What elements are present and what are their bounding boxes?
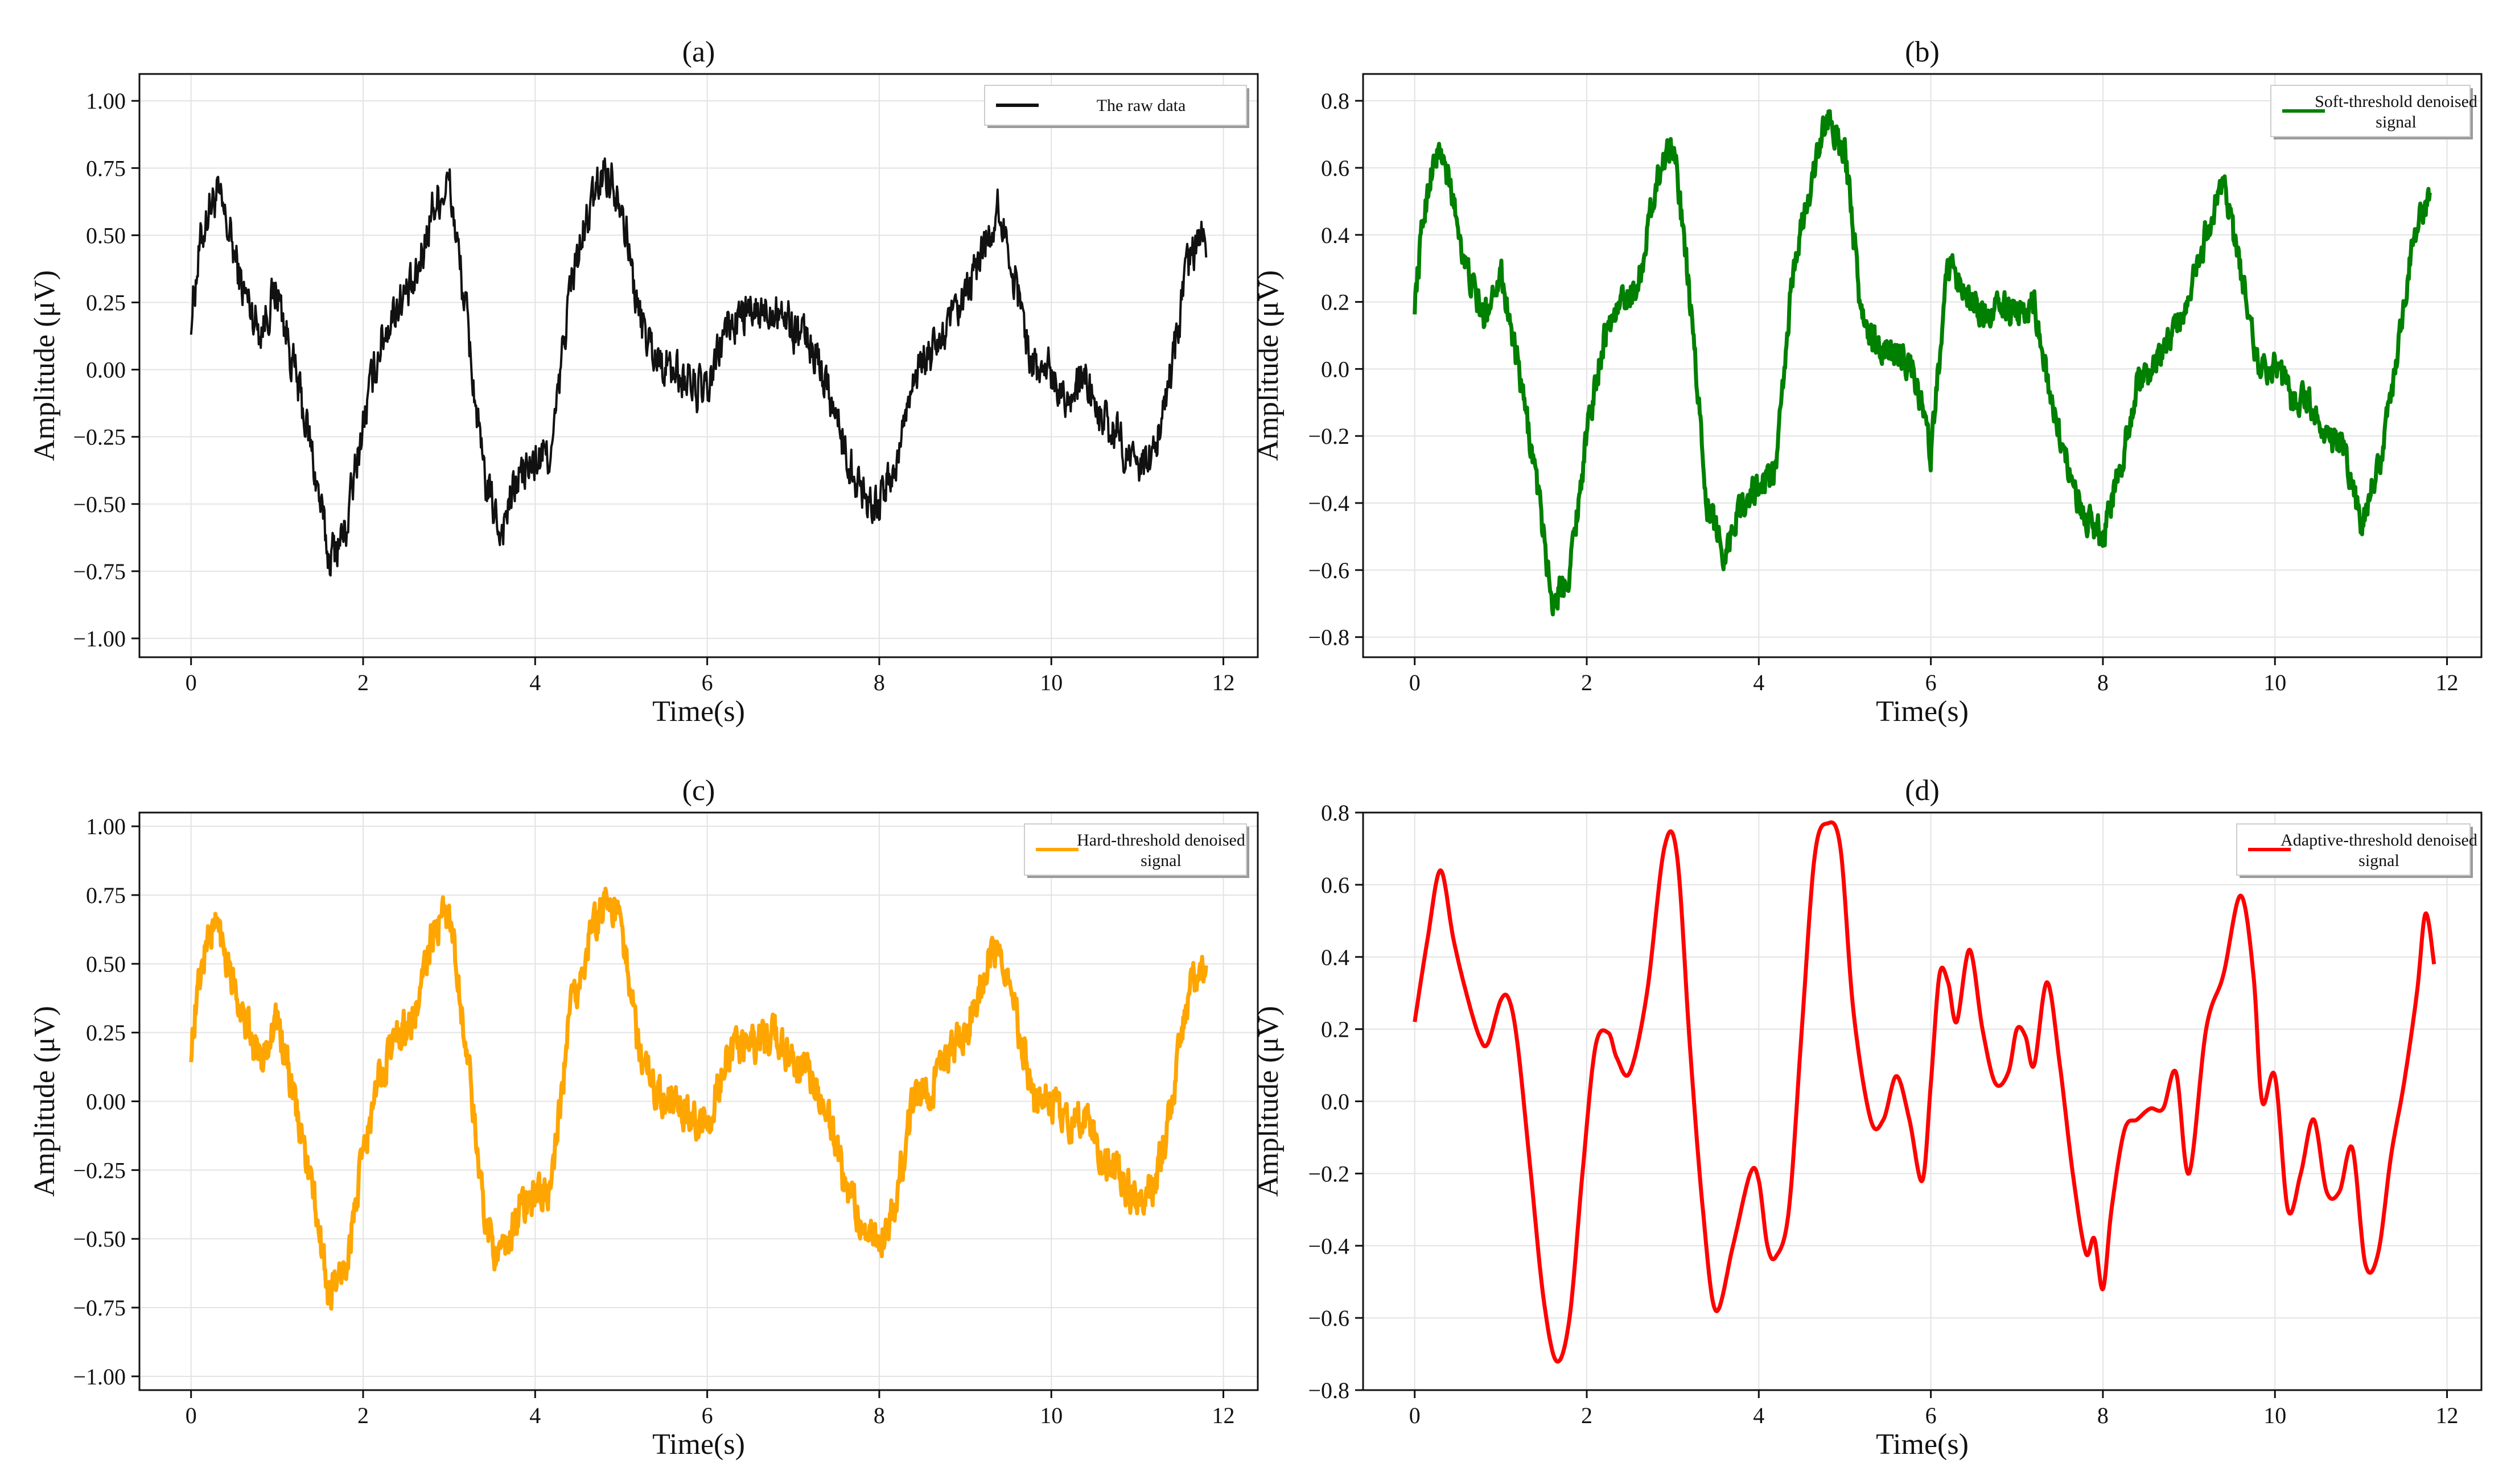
subplot-title: (c) bbox=[682, 774, 715, 807]
plot-frame bbox=[138, 73, 1259, 658]
y-tick-label: 0.0 bbox=[1321, 1089, 1349, 1115]
x-tick-label: 8 bbox=[874, 1403, 885, 1428]
y-tick-label: 0.75 bbox=[86, 155, 126, 181]
x-tick-label: 8 bbox=[874, 670, 885, 695]
y-tick-label: 0.8 bbox=[1321, 800, 1349, 826]
x-tick-label: 0 bbox=[1409, 1403, 1421, 1428]
subplot-a: 0 2 4 6 8 10 12 −1.00 −0.75 −0.50 −0.25 0.00 0.25 0.5… bbox=[28, 36, 1259, 728]
legend: Soft-threshold denoised signal bbox=[2270, 85, 2477, 139]
series-line-b bbox=[1413, 109, 2432, 617]
legend-label-line-2: signal bbox=[1141, 851, 1182, 870]
x-tick-label: 10 bbox=[1040, 1403, 1063, 1428]
y-tick-label: 0.00 bbox=[86, 357, 126, 383]
y-tick-label: −0.8 bbox=[1308, 1378, 1349, 1403]
legend-label-line-1: Adaptive-threshold denoised bbox=[2281, 831, 2477, 850]
x-tick-label: 4 bbox=[529, 1403, 541, 1428]
x-tick-label: 12 bbox=[1212, 1403, 1235, 1428]
y-axis-label: Amplitude (μV) bbox=[1252, 1006, 1285, 1197]
y-tick-label: 1.00 bbox=[86, 88, 126, 114]
x-axis-label: Time(s) bbox=[1876, 1428, 1969, 1461]
x-tick-label: 0 bbox=[186, 670, 197, 695]
legend-label: The raw data bbox=[1097, 96, 1186, 115]
subplot-title: (d) bbox=[1905, 774, 1940, 807]
plot-frame bbox=[1362, 73, 2483, 658]
y-tick-label: −0.6 bbox=[1308, 1305, 1349, 1331]
x-tick-label: 8 bbox=[2097, 1403, 2109, 1428]
x-tick-label: 4 bbox=[1753, 1403, 1764, 1428]
y-tick-label: 1.00 bbox=[86, 814, 126, 839]
x-tick-label: 6 bbox=[702, 670, 713, 695]
subplot-title: (b) bbox=[1905, 36, 1940, 68]
y-tick-label: 0.4 bbox=[1321, 945, 1349, 970]
x-tick-label: 12 bbox=[1212, 670, 1235, 695]
y-axis-label: Amplitude (μV) bbox=[28, 270, 61, 461]
subplot-d: 0 2 4 6 8 10 12 −0.8 −0.6 −0.4 −0.2 0.0 0.2 0.4 0.6 0.8… bbox=[1252, 774, 2483, 1461]
y-tick-label: 0.6 bbox=[1321, 155, 1349, 181]
x-tick-label: 12 bbox=[2436, 1403, 2459, 1428]
y-tick-label: −0.2 bbox=[1308, 423, 1349, 449]
y-tick-label: 0.2 bbox=[1321, 290, 1349, 315]
y-tick-label: 0.50 bbox=[86, 951, 126, 977]
subplot-b: 0 2 4 6 8 10 12 −0.8 −0.6 −0.4 −0.2 0.0 0.2 0.4 0.6 0.8… bbox=[1252, 36, 2483, 728]
y-tick-label: −0.2 bbox=[1308, 1161, 1349, 1186]
y-tick-label: 0.8 bbox=[1321, 88, 1349, 114]
legend-label-line-2: signal bbox=[2358, 851, 2399, 870]
y-tick-label: −0.4 bbox=[1308, 1233, 1349, 1259]
y-tick-label: 0.6 bbox=[1321, 872, 1349, 898]
legend-label-line-1: Hard-threshold denoised bbox=[1077, 831, 1245, 850]
x-tick-label: 2 bbox=[357, 1403, 369, 1428]
x-tick-label: 10 bbox=[2263, 670, 2286, 695]
y-tick-label: −0.25 bbox=[73, 424, 126, 450]
legend-label-line-2: signal bbox=[2376, 113, 2417, 131]
x-tick-label: 0 bbox=[1409, 670, 1421, 695]
series-line-a bbox=[190, 157, 1208, 577]
y-tick-label: −0.75 bbox=[73, 1295, 126, 1321]
y-tick-label: 0.2 bbox=[1321, 1017, 1349, 1042]
x-tick-label: 6 bbox=[1925, 1403, 1937, 1428]
x-tick-label: 6 bbox=[1925, 670, 1937, 695]
x-tick-label: 2 bbox=[1581, 670, 1592, 695]
y-tick-label: 0.50 bbox=[86, 222, 126, 248]
x-tick-label: 10 bbox=[1040, 670, 1063, 695]
y-tick-label: −0.25 bbox=[73, 1157, 126, 1183]
y-tick-label: −0.4 bbox=[1308, 490, 1349, 516]
x-tick-label: 12 bbox=[2436, 670, 2459, 695]
y-tick-label: −0.75 bbox=[73, 559, 126, 584]
y-tick-label: −0.6 bbox=[1308, 558, 1349, 583]
legend-label-line-1: Soft-threshold denoised bbox=[2315, 92, 2477, 111]
x-tick-label: 2 bbox=[1581, 1403, 1592, 1428]
subplot-c: 0 2 4 6 8 10 12 −1.00 −0.75 −0.50 −0.25 0.00 0.25 0.5… bbox=[28, 774, 1259, 1461]
y-tick-label: −0.50 bbox=[73, 1226, 126, 1252]
x-axis-label: Time(s) bbox=[652, 695, 745, 728]
x-tick-label: 4 bbox=[1753, 670, 1764, 695]
y-tick-label: −1.00 bbox=[73, 1364, 126, 1390]
y-axis-label: Amplitude (μV) bbox=[1252, 270, 1285, 461]
y-tick-label: 0.75 bbox=[86, 883, 126, 908]
y-tick-label: 0.4 bbox=[1321, 222, 1349, 248]
x-axis-label: Time(s) bbox=[652, 1428, 745, 1461]
y-tick-label: 0.25 bbox=[86, 290, 126, 315]
x-tick-label: 10 bbox=[2263, 1403, 2286, 1428]
legend: The raw data bbox=[984, 85, 1249, 128]
y-tick-label: −0.8 bbox=[1308, 625, 1349, 650]
y-tick-label: 0.0 bbox=[1321, 356, 1349, 382]
y-tick-label: −1.00 bbox=[73, 626, 126, 652]
subplot-title: (a) bbox=[682, 36, 715, 68]
x-tick-label: 2 bbox=[357, 670, 369, 695]
y-axis-label: Amplitude (μV) bbox=[28, 1006, 61, 1197]
x-tick-label: 4 bbox=[529, 670, 541, 695]
x-tick-label: 0 bbox=[186, 1403, 197, 1428]
y-tick-label: 0.25 bbox=[86, 1020, 126, 1046]
series-line-d bbox=[1413, 820, 2436, 1364]
x-tick-label: 6 bbox=[702, 1403, 713, 1428]
y-tick-label: 0.00 bbox=[86, 1089, 126, 1115]
x-tick-label: 8 bbox=[2097, 670, 2109, 695]
x-axis-label: Time(s) bbox=[1876, 695, 1969, 728]
y-tick-label: −0.50 bbox=[73, 492, 126, 517]
series-line-c bbox=[189, 887, 1208, 1311]
